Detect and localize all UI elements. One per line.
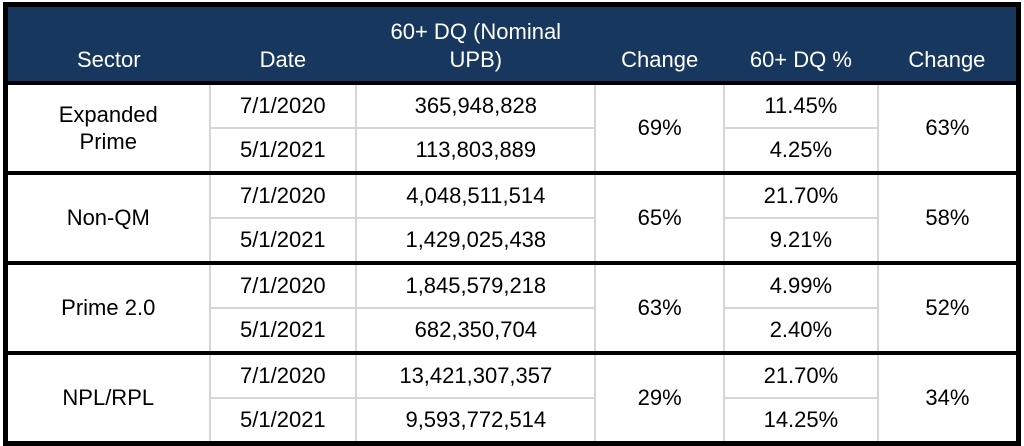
upb-change-cell: 65% (594, 171, 726, 264)
table-row: Prime 2.0 7/1/2020 1,845,579,218 63% 4.9… (4, 261, 1020, 354)
sector-cell: Non-QM (4, 171, 211, 264)
upb-cell: 9,593,772,514 (355, 397, 597, 445)
header-change-upb: Change (595, 4, 725, 85)
dq-pct-cell: 21.70% (723, 171, 879, 219)
table-row: NPL/RPL 7/1/2020 13,421,307,357 29% 21.7… (4, 351, 1020, 445)
upb-cell: 13,421,307,357 (355, 351, 597, 399)
dq-pct-cell: 4.99% (723, 261, 879, 309)
header-sector: Sector (5, 4, 210, 85)
date-cell: 7/1/2020 (208, 81, 358, 129)
dq-change-cell: 34% (876, 351, 1020, 445)
header-row: Sector Date 60+ DQ (Nominal UPB) Change … (5, 4, 1019, 85)
table-row: 5/1/2021 113,803,889 4.25% (6, 127, 1019, 174)
dq-pct-cell: 21.70% (723, 351, 879, 399)
upb-cell: 365,948,828 (355, 81, 597, 129)
upb-cell: 4,048,511,514 (355, 171, 597, 219)
table-row: 5/1/2021 682,350,704 2.40% (6, 307, 1019, 354)
dq-pct-cell: 4.25% (723, 127, 879, 174)
table-row: Expanded Prime 7/1/2020 365,948,828 69% … (4, 81, 1020, 174)
dq-pct-cell: 2.40% (723, 307, 879, 354)
sector-label: NPL/RPL (62, 385, 155, 411)
dq-pct-cell: 9.21% (723, 217, 879, 264)
date-cell: 5/1/2021 (208, 397, 358, 445)
date-cell: 7/1/2020 (208, 171, 358, 219)
sector-cell: Prime 2.0 (4, 261, 211, 354)
dq-change-cell: 52% (876, 261, 1020, 354)
sector-cell: NPL/RPL (4, 351, 211, 445)
header-dq-pct: 60+ DQ % (724, 4, 878, 85)
upb-change-cell: 29% (594, 351, 726, 445)
upb-cell: 113,803,889 (355, 127, 597, 174)
date-cell: 5/1/2021 (208, 127, 358, 174)
date-cell: 5/1/2021 (208, 307, 358, 354)
page: Sector Date 60+ DQ (Nominal UPB) Change … (3, 2, 1021, 446)
table-row: 5/1/2021 1,429,025,438 9.21% (6, 217, 1019, 264)
table-row: Non-QM 7/1/2020 4,048,511,514 65% 21.70%… (4, 171, 1020, 264)
dq-pct-cell: 14.25% (723, 397, 879, 445)
header-upb-label: 60+ DQ (Nominal UPB) (390, 19, 562, 72)
header-change-dq: Change (877, 4, 1019, 85)
date-cell: 5/1/2021 (208, 217, 358, 264)
table-header: Sector Date 60+ DQ (Nominal UPB) Change … (5, 4, 1019, 85)
dq-change-cell: 63% (876, 81, 1020, 174)
table-body: Expanded Prime 7/1/2020 365,948,828 69% … (4, 81, 1020, 445)
header-upb: 60+ DQ (Nominal UPB) (356, 4, 596, 85)
date-cell: 7/1/2020 (208, 261, 358, 309)
dq-change-cell: 58% (876, 171, 1020, 264)
dq-pct-cell: 11.45% (723, 81, 879, 129)
upb-cell: 1,429,025,438 (355, 217, 597, 264)
header-date: Date (209, 4, 357, 85)
sector-cell: Expanded Prime (4, 81, 211, 174)
sector-label: Prime 2.0 (61, 295, 156, 321)
upb-cell: 1,845,579,218 (355, 261, 597, 309)
date-cell: 7/1/2020 (208, 351, 358, 399)
dq-table: Sector Date 60+ DQ (Nominal UPB) Change … (3, 2, 1021, 446)
sector-label: Non-QM (66, 205, 150, 231)
upb-change-cell: 63% (594, 261, 726, 354)
sector-label: Expanded Prime (58, 101, 158, 155)
upb-cell: 682,350,704 (355, 307, 597, 354)
upb-change-cell: 69% (594, 81, 726, 174)
